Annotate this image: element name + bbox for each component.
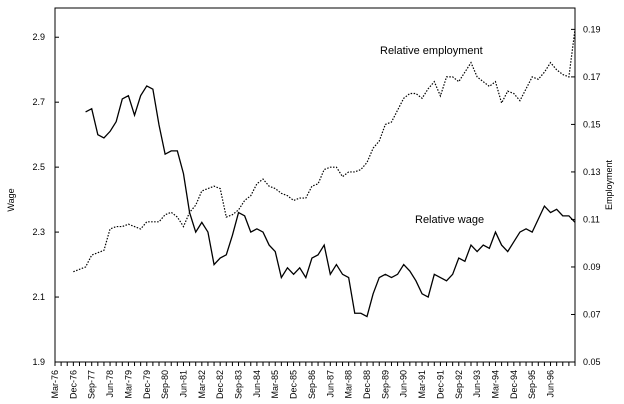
y-tick-label: 2.1 [32, 292, 45, 302]
x-tick-label: Jun-93 [472, 370, 482, 398]
x-tick-label: Jun-78 [105, 370, 115, 398]
x-tick-label: Sep-95 [527, 370, 537, 399]
x-tick-label: Jun-90 [399, 370, 409, 398]
y-tick-label: 2.9 [32, 32, 45, 42]
x-tick-label: Mar-91 [417, 370, 427, 399]
x-tick-label: Sep-86 [307, 370, 317, 399]
y-tick-label: 2.3 [32, 227, 45, 237]
annotation: Relative employment [380, 45, 483, 57]
x-tick-label: Sep-83 [234, 370, 244, 399]
x-tick-label: Sep-92 [454, 370, 464, 399]
x-tick-label: Sep-89 [380, 370, 390, 399]
x-tick-label: Dec-85 [289, 370, 299, 399]
x-tick-label: Jun-81 [178, 370, 188, 398]
y-tick-label: 1.9 [32, 357, 45, 367]
x-tick-label: Mar-82 [197, 370, 207, 399]
x-tick-label: Sep-80 [160, 370, 170, 399]
y2-tick-label: 0.13 [583, 167, 601, 177]
y2-tick-label: 0.17 [583, 72, 601, 82]
y2-tick-label: 0.15 [583, 119, 601, 129]
x-tick-label: Mar-94 [490, 370, 500, 399]
x-tick-label: Dec-82 [215, 370, 225, 399]
x-tick-label: Dec-76 [68, 370, 78, 399]
x-tick-label: Dec-88 [362, 370, 372, 399]
y-axis-title: Wage [6, 188, 16, 211]
x-tick-label: Dec-91 [435, 370, 445, 399]
series-line [73, 29, 576, 273]
x-tick-label: Dec-79 [142, 370, 152, 399]
y2-tick-label: 0.09 [583, 262, 601, 272]
x-tick-label: Mar-79 [123, 370, 133, 399]
y2-tick-label: 0.05 [583, 357, 601, 367]
x-tick-label: Jun-87 [325, 370, 335, 398]
series-line [85, 85, 576, 318]
x-tick-label: Mar-88 [344, 370, 354, 399]
x-tick-label: Jun-84 [252, 370, 262, 398]
x-tick-label: Dec-94 [509, 370, 519, 399]
y2-tick-label: 0.19 [583, 24, 601, 34]
x-tick-label: Sep-77 [87, 370, 97, 399]
y-tick-label: 2.5 [32, 162, 45, 172]
x-tick-label: Mar-76 [50, 370, 60, 399]
x-tick-label: Mar-85 [270, 370, 280, 399]
annotation: Relative wage [415, 214, 484, 226]
y2-tick-label: 0.11 [583, 214, 600, 224]
y2-tick-label: 0.07 [583, 309, 601, 319]
y-tick-label: 2.7 [32, 97, 45, 107]
plot-frame [54, 7, 576, 363]
y2-axis-title: Employment [604, 159, 614, 210]
x-tick-label: Jun-96 [546, 370, 556, 398]
